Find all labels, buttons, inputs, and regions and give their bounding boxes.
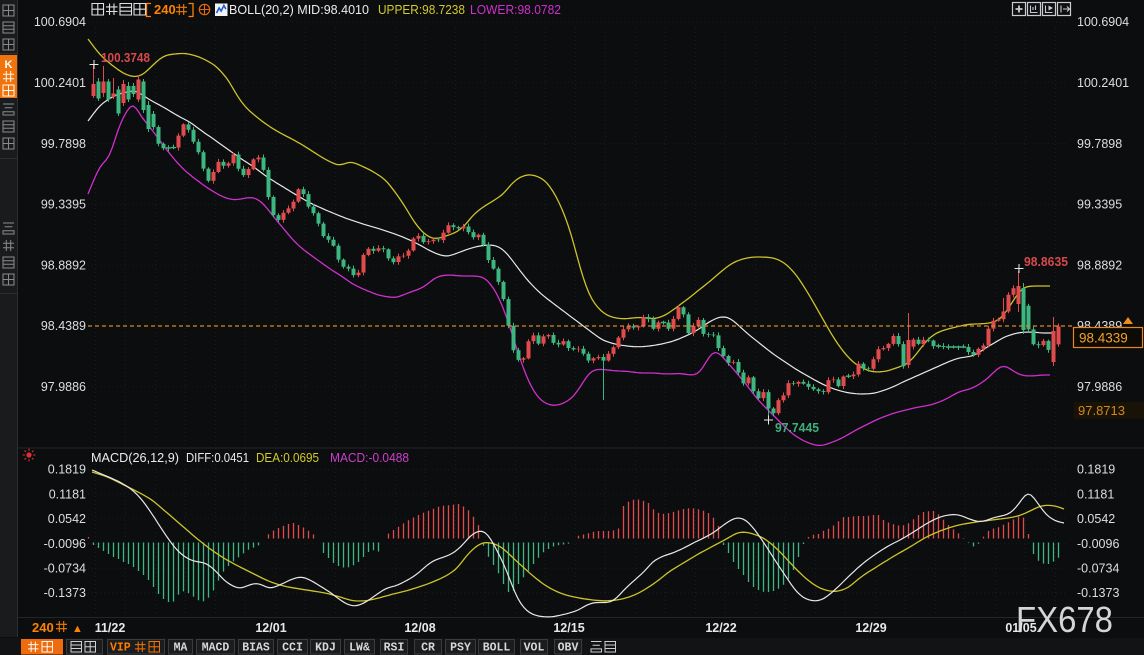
svg-text:LOWER:98.0782: LOWER:98.0782: [470, 2, 561, 17]
svg-text:100.3748: 100.3748: [101, 50, 150, 65]
svg-text:100.6904: 100.6904: [1077, 15, 1129, 29]
svg-text:12/22: 12/22: [705, 621, 736, 635]
svg-text:0.1819: 0.1819: [1077, 463, 1115, 477]
svg-text:12/15: 12/15: [553, 621, 584, 635]
svg-text:99.3395: 99.3395: [1077, 198, 1122, 212]
svg-text:▲: ▲: [72, 623, 83, 635]
svg-text:12/01: 12/01: [255, 621, 286, 635]
svg-text:KDJ: KDJ: [315, 642, 336, 655]
svg-text:98.8635: 98.8635: [1024, 254, 1068, 269]
svg-text:MA: MA: [174, 642, 188, 655]
svg-text:12/08: 12/08: [404, 621, 435, 635]
svg-text:97.8713: 97.8713: [1078, 403, 1125, 418]
svg-text:0.0542: 0.0542: [1077, 512, 1115, 526]
svg-text:-0.1373: -0.1373: [44, 586, 86, 600]
svg-text:01/05: 01/05: [1005, 621, 1036, 635]
svg-text:CCI: CCI: [282, 642, 303, 655]
svg-text:100.2401: 100.2401: [1077, 76, 1129, 90]
svg-text:0.1181: 0.1181: [49, 487, 86, 501]
svg-text:BOLL(20,2) MID:98.4010: BOLL(20,2) MID:98.4010: [229, 2, 369, 17]
svg-text:DEA:0.0695: DEA:0.0695: [256, 450, 319, 465]
svg-text:98.8892: 98.8892: [1077, 258, 1122, 272]
svg-text:240: 240: [154, 2, 176, 17]
svg-text:MACD: MACD: [202, 642, 230, 655]
svg-text:MACD:-0.0488: MACD:-0.0488: [330, 450, 409, 465]
svg-text:-0.0096: -0.0096: [1077, 537, 1119, 551]
svg-text:OBV: OBV: [558, 642, 579, 655]
svg-text:VIP: VIP: [110, 642, 131, 655]
svg-text:98.8892: 98.8892: [41, 258, 86, 272]
svg-text:99.7898: 99.7898: [1077, 137, 1122, 151]
svg-text:FX678: FX678: [1016, 599, 1113, 640]
svg-text:-0.0734: -0.0734: [1077, 562, 1119, 576]
svg-text:98.4339: 98.4339: [1079, 331, 1128, 346]
svg-text:97.9886: 97.9886: [1077, 380, 1122, 394]
svg-text:RSI: RSI: [384, 642, 405, 655]
svg-text:0.0542: 0.0542: [48, 512, 86, 526]
svg-text:BIAS: BIAS: [242, 642, 270, 655]
svg-text:-0.0734: -0.0734: [44, 562, 86, 576]
svg-text:PSY: PSY: [450, 642, 471, 655]
svg-text:UPPER:98.7238: UPPER:98.7238: [378, 2, 465, 17]
svg-text:11/22: 11/22: [95, 621, 126, 635]
svg-text:DIFF:0.0451: DIFF:0.0451: [186, 450, 249, 465]
svg-text:0.1819: 0.1819: [48, 463, 86, 477]
svg-text:CR: CR: [421, 642, 435, 655]
svg-text:BOLL: BOLL: [483, 642, 511, 655]
svg-text:99.7898: 99.7898: [41, 137, 86, 151]
svg-text:12/29: 12/29: [855, 621, 886, 635]
svg-text:-0.1373: -0.1373: [1077, 586, 1119, 600]
svg-text:-0.0096: -0.0096: [44, 537, 86, 551]
svg-text:99.3395: 99.3395: [41, 198, 86, 212]
svg-text:97.7445: 97.7445: [775, 420, 819, 435]
svg-text:100.2401: 100.2401: [34, 76, 86, 90]
svg-text:0.1181: 0.1181: [1077, 487, 1114, 501]
svg-text:100.6904: 100.6904: [34, 15, 86, 29]
svg-text:98.4389: 98.4389: [41, 319, 86, 333]
svg-text:LW&: LW&: [349, 642, 370, 655]
svg-text:K: K: [5, 59, 13, 71]
svg-text:VOL: VOL: [524, 642, 545, 655]
svg-text:240: 240: [32, 620, 54, 635]
svg-text:MACD(26,12,9): MACD(26,12,9): [91, 450, 179, 465]
svg-text:97.9886: 97.9886: [41, 380, 86, 394]
